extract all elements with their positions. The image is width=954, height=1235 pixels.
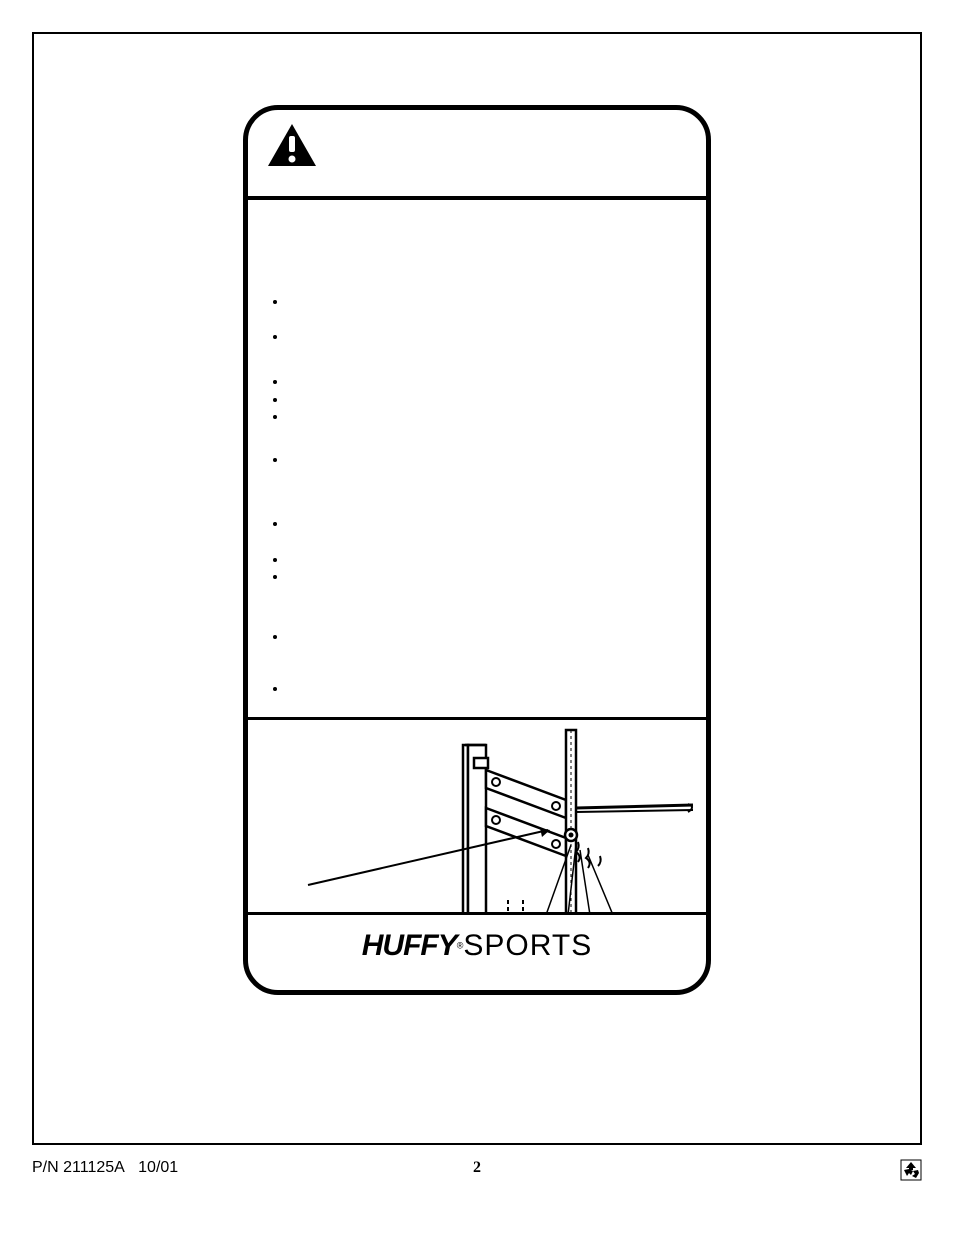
footer-date: 10/01	[138, 1159, 178, 1176]
page-number: 2	[473, 1159, 481, 1177]
bullet-icon	[273, 522, 277, 526]
brand-sports: SPORTS	[463, 929, 592, 962]
bullet-icon	[273, 335, 277, 339]
bullet-icon	[273, 635, 277, 639]
bullet-icon	[273, 300, 277, 304]
part-number: P/N 211125A	[32, 1159, 125, 1176]
recycle-icon	[900, 1159, 922, 1181]
bullet-icon	[273, 575, 277, 579]
bullet-icon	[273, 398, 277, 402]
bullet-icon	[273, 687, 277, 691]
footer-part-number: P/N 211125A 10/01	[32, 1159, 178, 1177]
bullet-icon	[273, 415, 277, 419]
warning-label: HUFFY®SPORTS	[243, 105, 711, 995]
warning-label-header	[248, 110, 706, 200]
warning-label-footer: HUFFY®SPORTS	[248, 915, 706, 977]
bullet-icon	[273, 458, 277, 462]
warning-label-diagram	[248, 720, 706, 915]
brand-logo: HUFFY®SPORTS	[362, 929, 592, 963]
warning-label-body	[248, 200, 706, 720]
warning-triangle-icon	[266, 122, 318, 170]
bullet-icon	[273, 558, 277, 562]
brand-huffy: HUFFY	[362, 929, 457, 962]
basketball-mount-diagram-icon	[248, 720, 706, 915]
bullet-icon	[273, 380, 277, 384]
